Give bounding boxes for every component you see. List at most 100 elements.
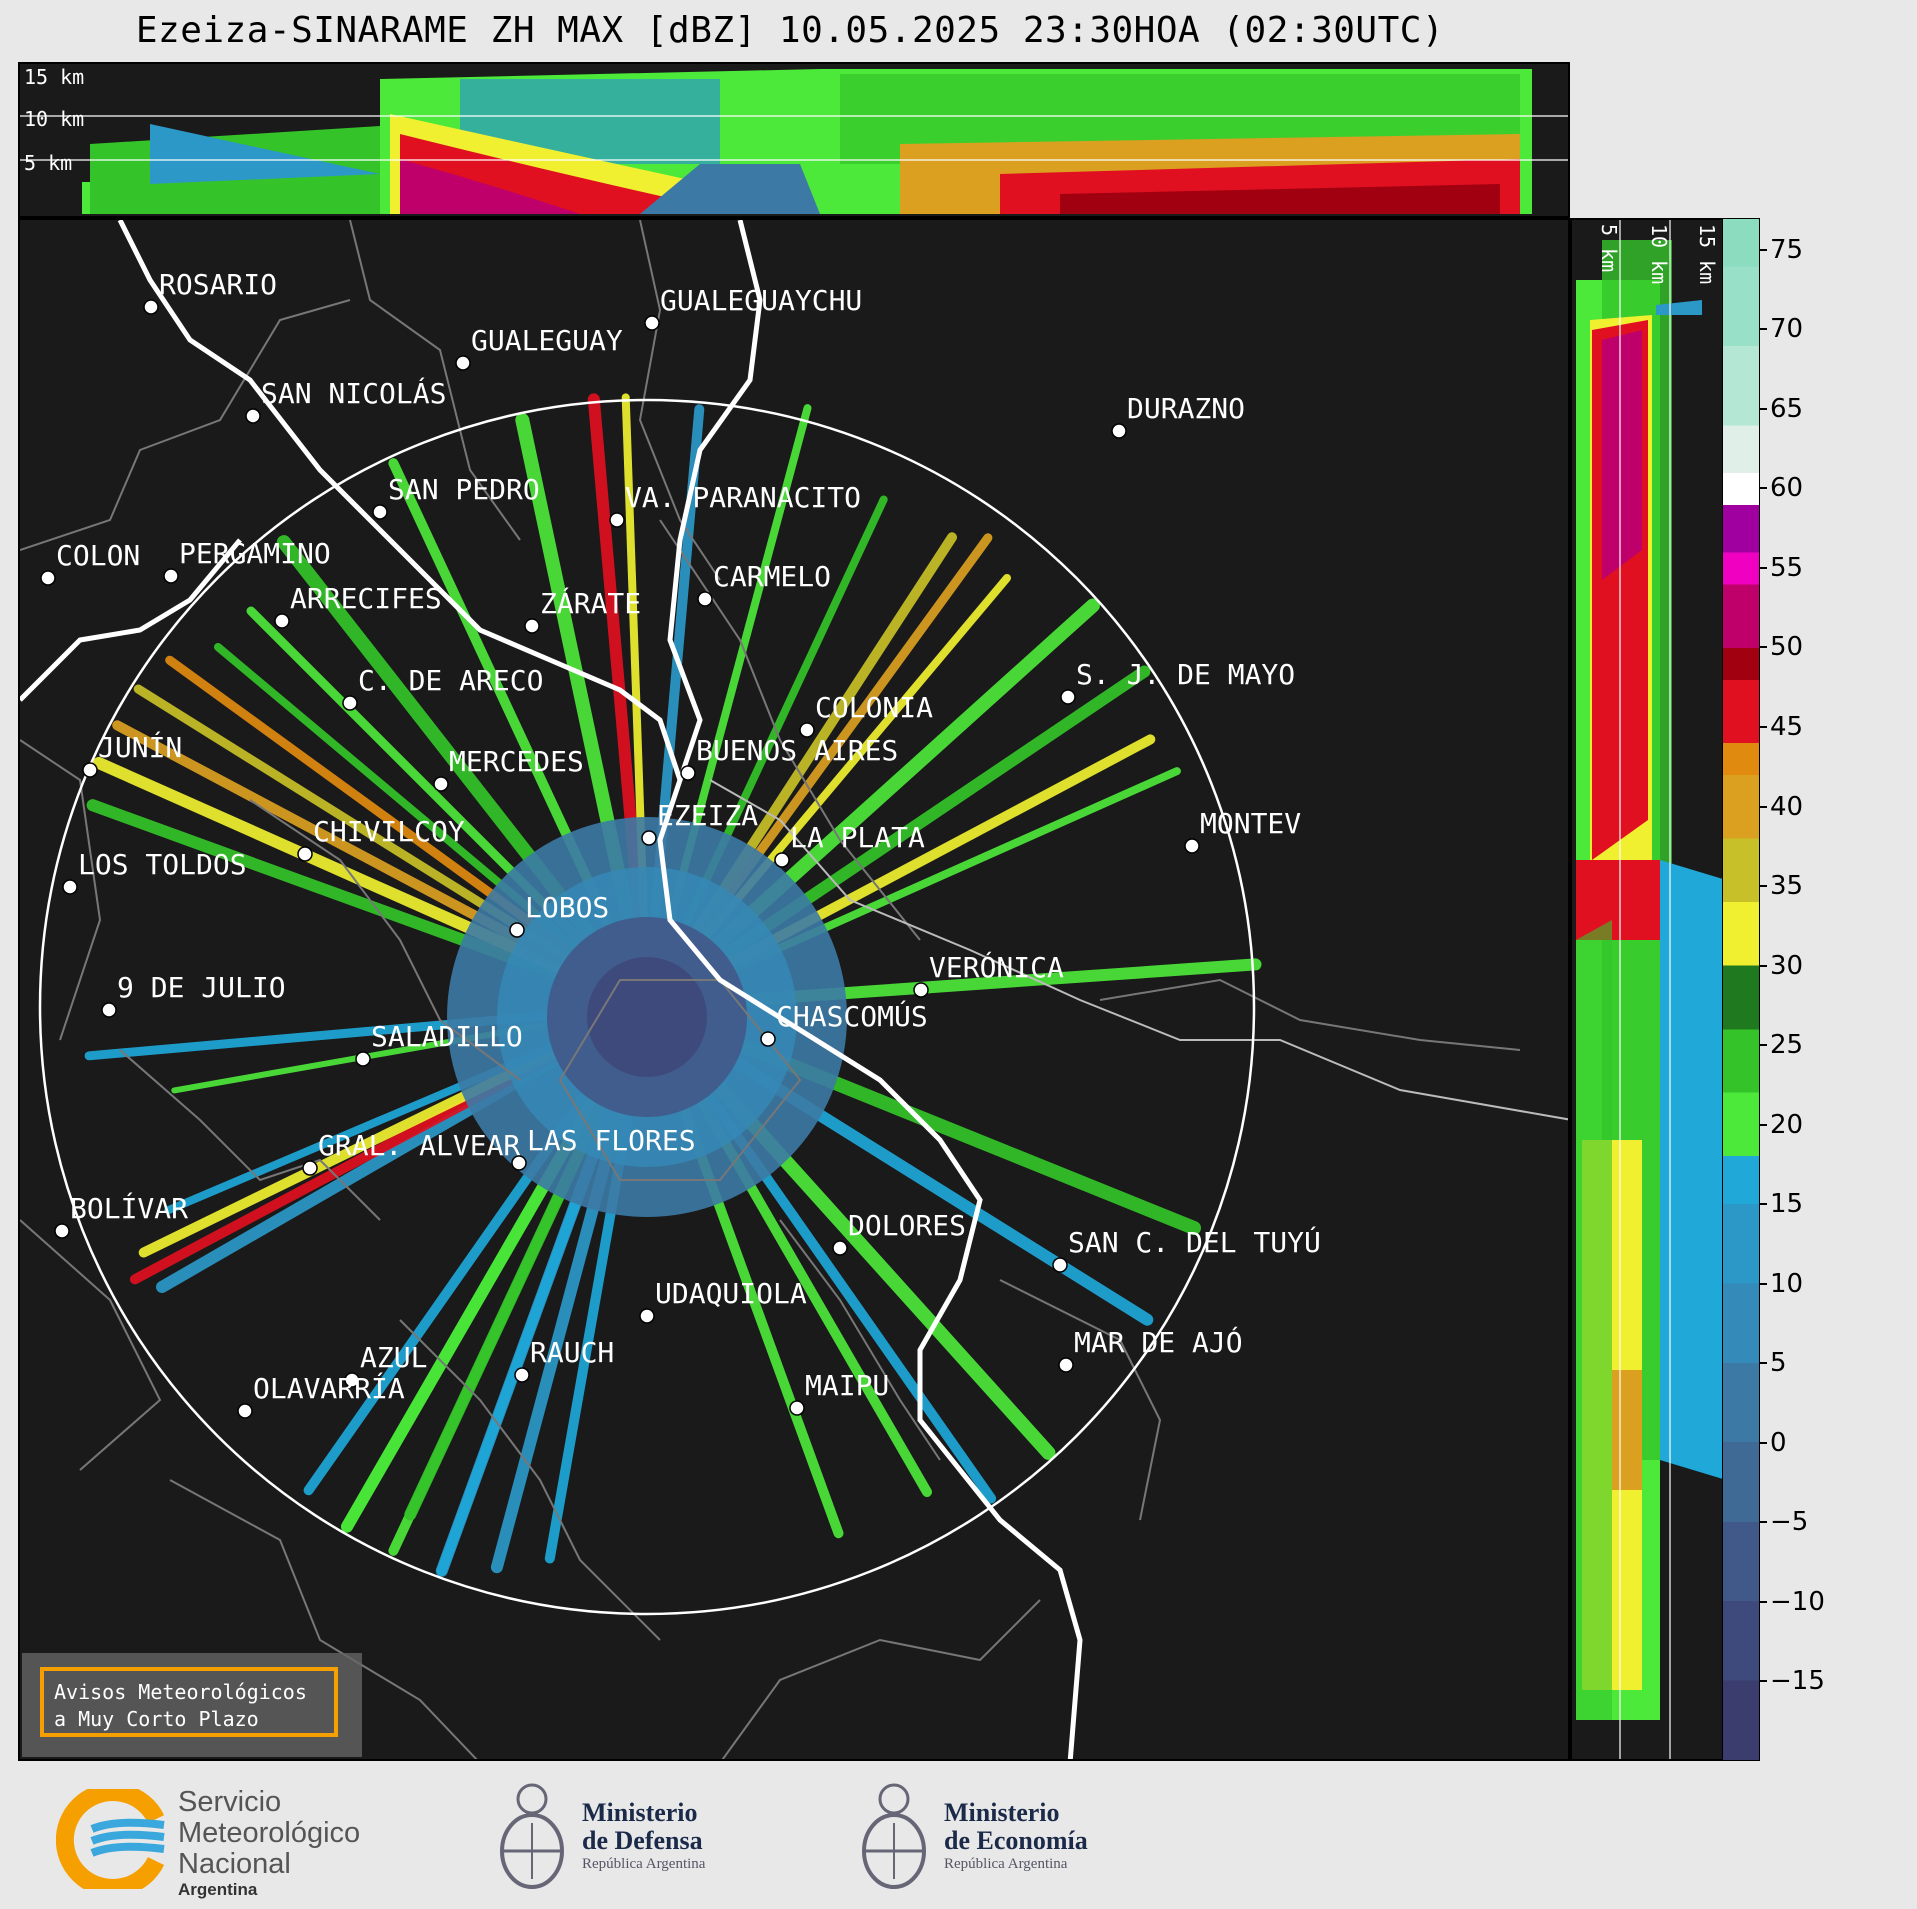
city-marker[interactable] (697, 591, 713, 607)
city-label: GRAL. ALVEAR (318, 1129, 520, 1162)
city-label: EZEIZA (657, 799, 758, 832)
colorbar-tick-label: 30 (1770, 950, 1804, 981)
city-marker[interactable] (372, 504, 388, 520)
city-marker[interactable] (524, 618, 540, 634)
city-marker[interactable] (760, 1031, 776, 1047)
footer-logos: Servicio Meteorológico Nacional Argentin… (0, 1761, 1917, 1909)
city-marker[interactable] (163, 568, 179, 584)
colorbar-tick-mark (1760, 407, 1767, 410)
city-marker[interactable] (355, 1051, 371, 1067)
chart-title: Ezeiza-SINARAME ZH MAX [dBZ] 10.05.2025 … (135, 10, 1445, 51)
city-marker[interactable] (832, 1240, 848, 1256)
city-marker[interactable] (245, 408, 261, 424)
city-label: JUNÍN (98, 730, 182, 764)
colorbar-tick-label: 15 (1770, 1189, 1804, 1220)
top-profile-echoes (82, 69, 1532, 214)
smn-line3: Nacional (178, 1848, 291, 1880)
ground-clutter (447, 817, 847, 1217)
colorbar-tick-label: −10 (1770, 1586, 1825, 1617)
warning-legend-box[interactable]: Avisos Meteorológicos a Muy Corto Plazo (22, 1653, 362, 1757)
city-label: SALADILLO (371, 1020, 523, 1053)
city-label: COLONIA (815, 691, 933, 724)
city-label: COLON (56, 539, 140, 572)
colorbar-tick-mark (1760, 1600, 1767, 1603)
city-marker[interactable] (509, 922, 525, 938)
city-marker[interactable] (1060, 689, 1076, 705)
colorbar-tick-label: 65 (1770, 393, 1804, 424)
city-label: DOLORES (848, 1209, 966, 1242)
city-label: C. DE ARECO (358, 664, 543, 697)
city-marker[interactable] (302, 1160, 318, 1176)
city-marker[interactable] (514, 1367, 530, 1383)
warning-legend-frame[interactable]: Avisos Meteorológicos a Muy Corto Plazo (40, 1667, 338, 1737)
city-marker[interactable] (774, 852, 790, 868)
uruguay-coast (709, 779, 1568, 1121)
radar-map-panel[interactable]: ROSARIO GUALEGUAYCHU GUALEGUAY SAN NICOLÁS D… (18, 218, 1570, 1761)
colorbar-tick-mark (1760, 1521, 1767, 1524)
smn-name: Servicio Meteorológico Nacional Argentin… (178, 1787, 360, 1900)
colorbar-tick-label: 25 (1770, 1030, 1804, 1061)
city-marker[interactable] (433, 776, 449, 792)
city-marker[interactable] (455, 355, 471, 371)
defensa-line2: de Defensa (582, 1826, 703, 1855)
city-label: CHIVILCOY (313, 815, 465, 848)
city-marker[interactable] (799, 722, 815, 738)
top-height-label-5: 5 km (24, 151, 72, 175)
top-height-label-15: 15 km (24, 65, 84, 89)
city-marker[interactable] (609, 512, 625, 528)
city-label: SAN PEDRO (388, 473, 540, 506)
city-label: DURAZNO (1127, 392, 1245, 425)
city-marker[interactable] (789, 1400, 805, 1416)
city-marker[interactable] (344, 1372, 360, 1388)
city-marker[interactable] (913, 982, 929, 998)
colorbar-tick-label: −5 (1770, 1507, 1809, 1538)
city-marker[interactable] (1111, 423, 1127, 439)
colorbar-tick-mark (1760, 1362, 1767, 1365)
city-label: ROSARIO (159, 268, 277, 301)
colorbar-tick-label: 70 (1770, 314, 1804, 345)
city-marker[interactable] (1052, 1257, 1068, 1273)
side-height-label-5: 5 km (1597, 224, 1621, 272)
city-marker[interactable] (82, 762, 98, 778)
smn-logo-icon (56, 1789, 165, 1889)
city-marker[interactable] (143, 299, 159, 315)
city-marker[interactable] (101, 1002, 117, 1018)
city-marker[interactable] (1058, 1357, 1074, 1373)
side-height-profile-panel: 5 km 10 km 15 km (1570, 218, 1724, 1761)
city-marker[interactable] (297, 846, 313, 862)
city-marker[interactable] (342, 695, 358, 711)
colorbar-tick-mark (1760, 964, 1767, 967)
colorbar-tick-label: 0 (1770, 1427, 1787, 1458)
city-marker[interactable] (40, 570, 56, 586)
city-marker[interactable] (1184, 838, 1200, 854)
colorbar-tick-mark (1760, 248, 1767, 251)
city-label: CARMELO (713, 560, 831, 593)
city-marker[interactable] (54, 1223, 70, 1239)
argentina-coat-of-arms-icon (500, 1783, 564, 1889)
province-boundaries (20, 220, 1521, 1759)
colorbar-tick-label: 75 (1770, 234, 1804, 265)
city-marker[interactable] (237, 1403, 253, 1419)
city-marker[interactable] (511, 1155, 527, 1171)
top-height-profile-panel: 15 km 10 km 5 km (18, 62, 1570, 218)
colorbar-tick-label: 55 (1770, 552, 1804, 583)
city-marker[interactable] (274, 613, 290, 629)
argentina-coat-of-arms-icon-2 (862, 1783, 926, 1889)
city-label: BUENOS AIRES (696, 734, 898, 767)
city-label: SAN NICOLÁS (261, 376, 446, 410)
city-marker[interactable] (639, 1308, 655, 1324)
city-label: UDAQUIOLA (655, 1277, 807, 1310)
city-marker[interactable] (644, 315, 660, 331)
city-label: S. J. DE MAYO (1076, 658, 1295, 691)
side-profile-svg: 5 km 10 km 15 km (1576, 220, 1722, 1759)
city-label: RAUCH (530, 1336, 614, 1369)
colorbar-tick-mark (1760, 805, 1767, 808)
city-label: MERCEDES (449, 745, 584, 778)
colorbar-tick-mark (1760, 1123, 1767, 1126)
city-label: LAS FLORES (527, 1124, 696, 1157)
city-marker[interactable] (680, 765, 696, 781)
city-marker[interactable] (62, 879, 78, 895)
city-marker[interactable] (641, 830, 657, 846)
colorbar-tick-mark (1760, 1282, 1767, 1285)
colorbar-tick-label: 5 (1770, 1348, 1787, 1379)
